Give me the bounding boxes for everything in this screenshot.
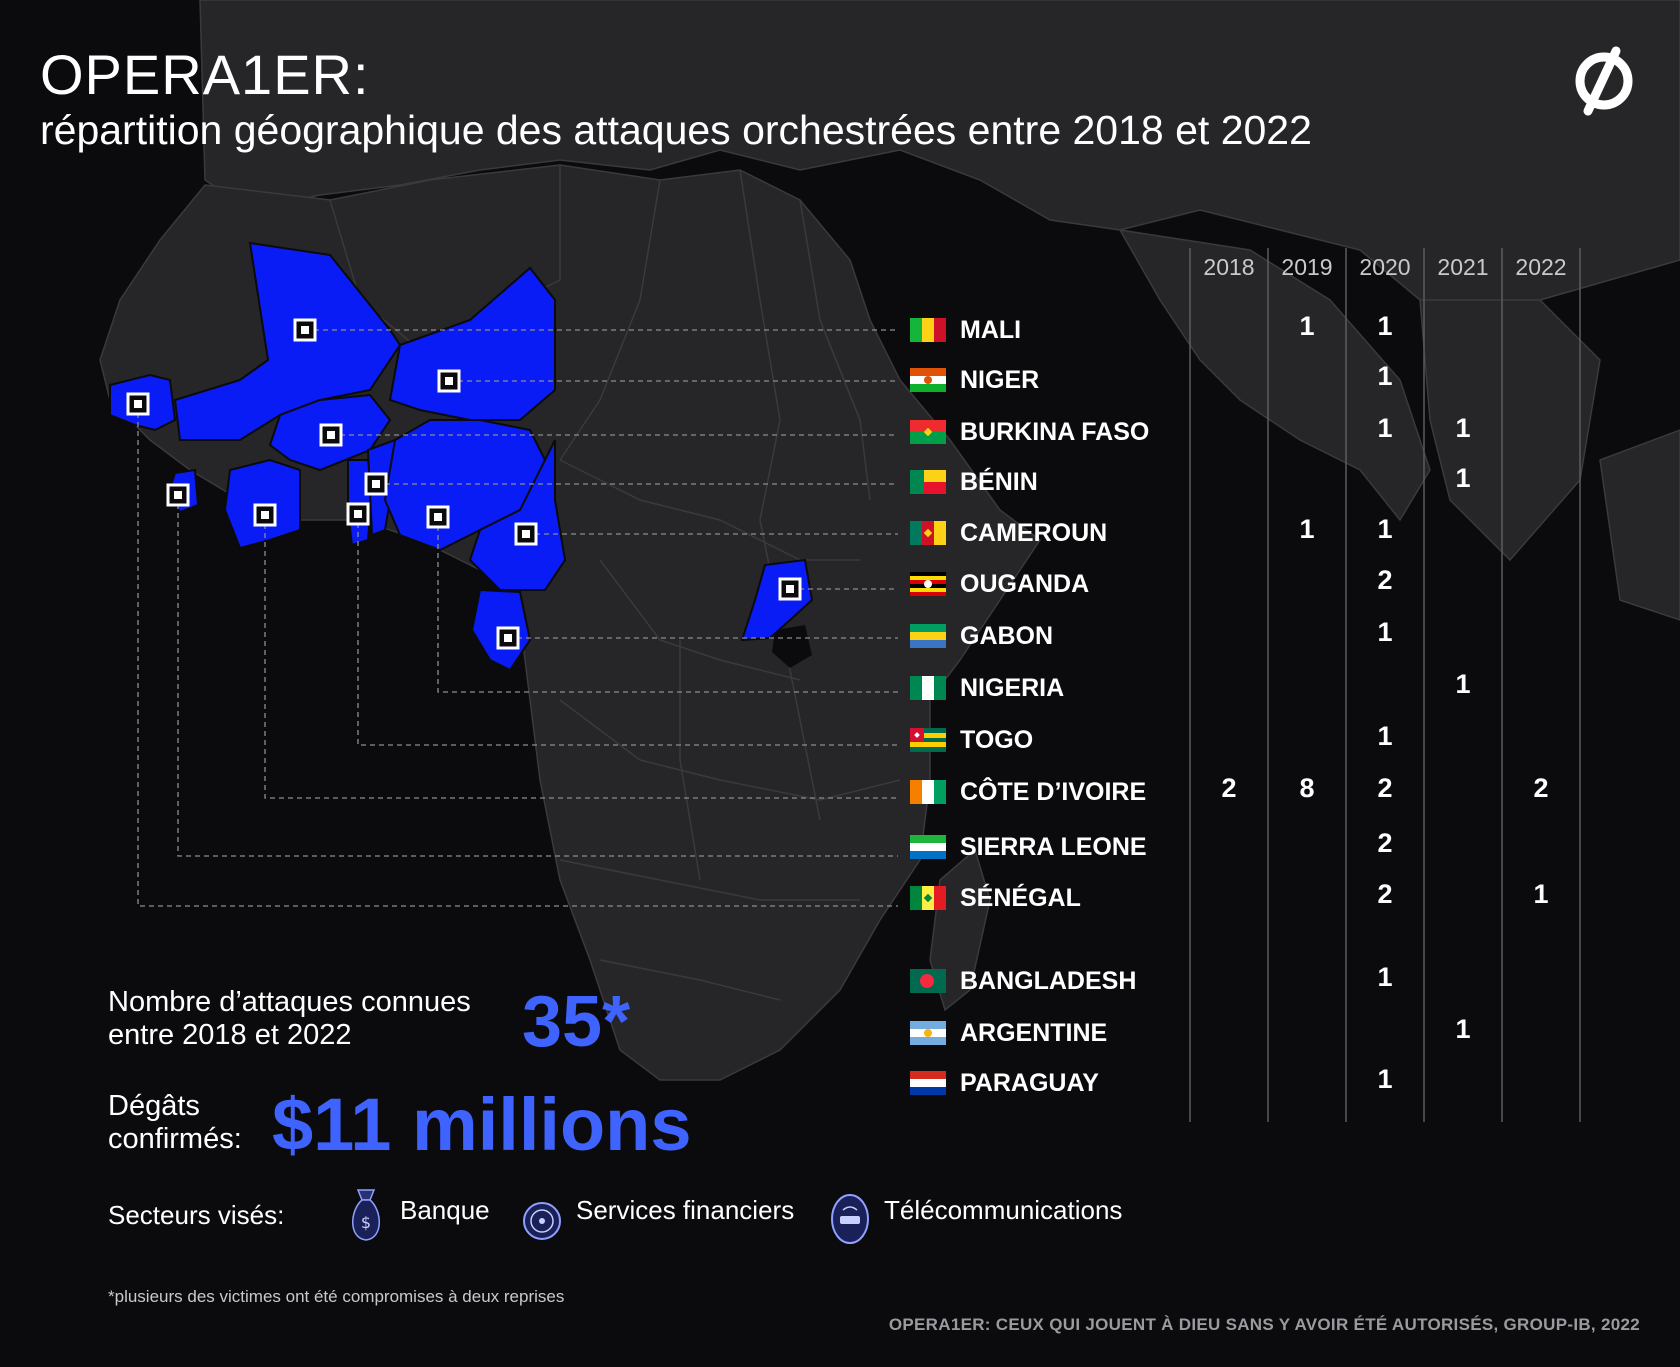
attack-count-cell: 1 — [1377, 617, 1393, 647]
sector-bank: Banque — [400, 1195, 490, 1225]
country-name: SIERRA LEONE — [960, 833, 1147, 861]
attack-count-cell: 1 — [1455, 463, 1471, 493]
money-bag-icon: $ — [352, 1189, 380, 1241]
cameroon-flag — [910, 521, 946, 545]
year-header-2019: 2019 — [1281, 254, 1333, 280]
attack-count-cell: 1 — [1455, 1014, 1471, 1044]
nigeria-flag — [910, 676, 946, 700]
damage-value: $11 millions — [272, 1083, 692, 1166]
attack-count-cell: 2 — [1377, 879, 1393, 909]
niger-region — [388, 266, 556, 421]
country-name: OUGANDA — [960, 570, 1090, 598]
country-name: CAMEROUN — [960, 519, 1108, 547]
cameroon-region — [468, 439, 567, 591]
damage-label-line-1: Dégâts — [108, 1090, 200, 1122]
country-name: SÉNÉGAL — [960, 884, 1081, 912]
phone-icon — [831, 1194, 869, 1244]
attack-count-cell: 1 — [1533, 879, 1549, 909]
mali-flag — [910, 318, 946, 342]
svg-text:$: $ — [361, 1213, 371, 1232]
benin-flag — [910, 470, 946, 494]
attack-count-cell: 1 — [1377, 962, 1393, 992]
attack-count-cell: 1 — [1377, 721, 1393, 751]
country-name: MALI — [960, 316, 1022, 344]
country-name: TOGO — [960, 726, 1034, 754]
coin-icon — [523, 1202, 561, 1240]
uganda-flag — [910, 572, 946, 596]
country-name: BURKINA FASO — [960, 418, 1150, 446]
niger-flag — [910, 368, 946, 392]
map-markers — [126, 318, 802, 650]
attack-count-cell: 2 — [1377, 565, 1393, 595]
year-header-2021: 2021 — [1437, 254, 1489, 280]
country-name: CÔTE D’IVOIRE — [960, 778, 1147, 806]
attack-count-cell: 1 — [1377, 311, 1393, 341]
southeast-asia-landmass — [1599, 429, 1680, 621]
attacks-value: 35* — [522, 982, 631, 1062]
sierra-leone-flag — [910, 835, 946, 859]
country-name: BANGLADESH — [960, 967, 1137, 995]
burkina-faso-flag — [910, 420, 946, 444]
togo-flag — [910, 728, 946, 752]
arabia-landmass — [1118, 229, 1431, 522]
attack-count-cell: 2 — [1377, 828, 1393, 858]
year-header-2020: 2020 — [1359, 254, 1411, 280]
page-subtitle: répartition géographique des attaques or… — [40, 107, 1312, 153]
senegal-flag — [910, 886, 946, 910]
country-name: BÉNIN — [960, 468, 1038, 496]
page-title: OPERA1ER: — [40, 43, 370, 106]
attack-count-cell: 2 — [1221, 773, 1237, 803]
paraguay-flag — [910, 1071, 946, 1095]
year-header-2018: 2018 — [1203, 254, 1255, 280]
cote-divoire-flag — [910, 780, 946, 804]
attack-count-cell: 2 — [1533, 773, 1549, 803]
damage-label-line-2: confirmés: — [108, 1123, 242, 1155]
attack-count-cell: 1 — [1299, 311, 1315, 341]
sectors-label: Secteurs visés: — [108, 1200, 285, 1230]
source-credit: OPERA1ER: CEUX QUI JOUENT À DIEU SANS Y … — [888, 1315, 1640, 1334]
country-name: PARAGUAY — [960, 1069, 1099, 1097]
lake-victoria — [772, 625, 812, 668]
attack-count-cell: 1 — [1377, 514, 1393, 544]
country-name: NIGER — [960, 366, 1040, 394]
attack-count-cell: 8 — [1299, 773, 1315, 803]
attack-count-cell: 1 — [1377, 361, 1393, 391]
table-column-lines — [1189, 248, 1581, 1122]
sector-financial-services: Services financiers — [576, 1195, 795, 1225]
year-header-2022: 2022 — [1515, 254, 1567, 280]
attacks-label-line-1: Nombre d’attaques connues — [108, 986, 471, 1018]
country-name: NIGERIA — [960, 674, 1065, 702]
bangladesh-flag — [910, 969, 946, 993]
gabon-flag — [910, 624, 946, 648]
sector-telecommunications: Télécommunications — [884, 1195, 1123, 1225]
attack-count-cell: 1 — [1377, 413, 1393, 443]
group-ib-logo-icon — [1575, 46, 1633, 116]
damage-label: Dégâts confirmés: — [108, 1090, 242, 1156]
argentina-flag — [910, 1021, 946, 1045]
footnote: *plusieurs des victimes ont été compromi… — [108, 1287, 565, 1306]
attack-count-cell: 1 — [1299, 514, 1315, 544]
attack-count-cell: 1 — [1377, 1064, 1393, 1094]
africa-landmass — [99, 164, 1042, 1081]
attack-count-cell: 1 — [1455, 413, 1471, 443]
country-name: GABON — [960, 622, 1054, 650]
connector-lines — [137, 329, 898, 907]
country-name: ARGENTINE — [960, 1019, 1108, 1047]
attack-count-cell: 1 — [1455, 669, 1471, 699]
attacks-label-line-2: entre 2018 et 2022 — [108, 1019, 352, 1051]
attacks-label: Nombre d’attaques connues entre 2018 et … — [108, 986, 471, 1052]
attack-count-cell: 2 — [1377, 773, 1393, 803]
india-landmass — [1419, 299, 1601, 562]
